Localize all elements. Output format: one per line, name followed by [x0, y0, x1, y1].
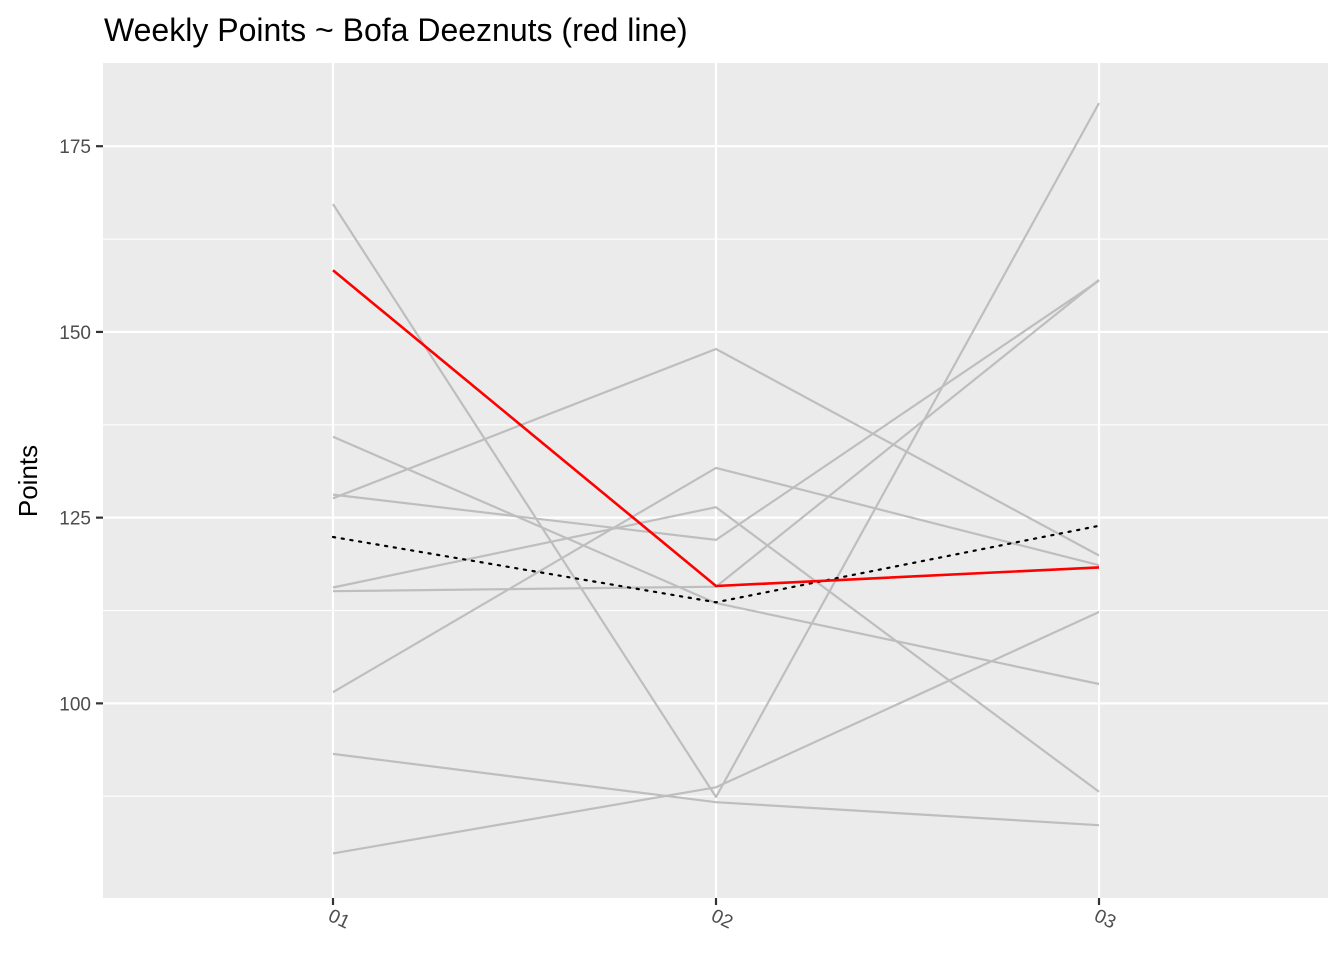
y-tick-label: 175 [59, 137, 91, 158]
y-tick-label: 150 [59, 323, 91, 344]
chart-title: Weekly Points ~ Bofa Deeznuts (red line) [104, 12, 688, 48]
team-line [332, 752, 1100, 827]
y-tick-label: 100 [59, 694, 91, 715]
team-line [332, 279, 1100, 542]
x-tick-label: 03 [1091, 905, 1119, 933]
x-axis: 01 02 03 [325, 898, 1119, 933]
team-line [332, 610, 1100, 855]
y-axis-label: Points [13, 445, 43, 517]
team-line [332, 466, 1100, 694]
other-team-lines [332, 102, 1100, 855]
highlight-line-group [332, 269, 1100, 588]
average-line [331, 524, 1101, 604]
x-tick-label: 02 [708, 905, 736, 933]
y-axis: 100 125 150 175 [59, 137, 103, 715]
y-tick-label: 125 [59, 509, 91, 530]
average-line-group [331, 524, 1101, 604]
x-tick-label: 01 [325, 905, 353, 933]
team-line [332, 506, 1100, 793]
team-line [332, 102, 1100, 799]
major-gridlines [103, 63, 1328, 898]
highlight-line [332, 269, 1100, 588]
team-line [332, 347, 1100, 557]
